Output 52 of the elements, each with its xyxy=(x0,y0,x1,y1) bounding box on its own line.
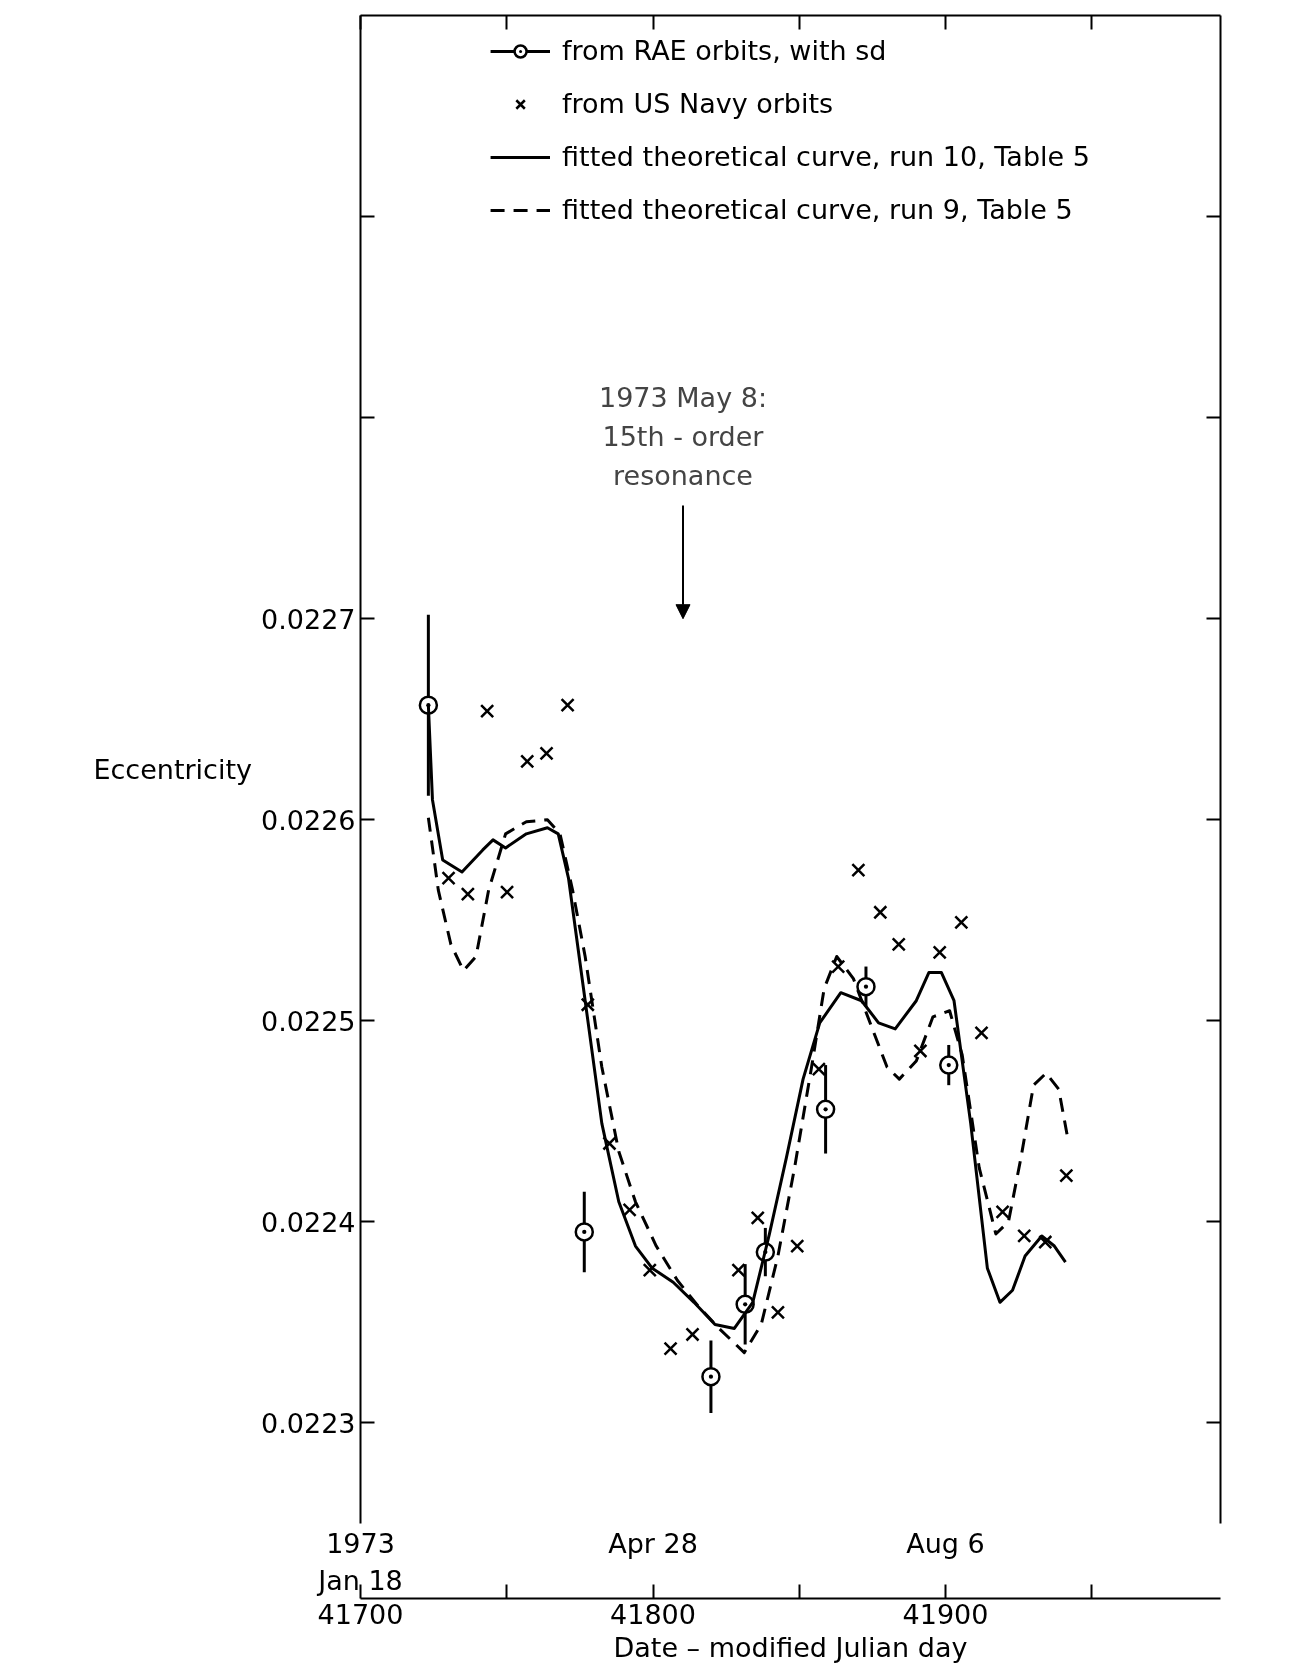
point xyxy=(851,862,866,878)
point xyxy=(1038,1234,1053,1250)
point xyxy=(539,746,554,761)
point xyxy=(815,1099,836,1120)
point xyxy=(811,1061,827,1077)
point xyxy=(663,1341,678,1356)
point xyxy=(479,703,495,719)
x-axis-title: Date – modified Julian day xyxy=(613,1631,968,1663)
legend-label: fitted theoretical curve, run 9, Table 5 xyxy=(562,194,1073,225)
point xyxy=(873,905,888,920)
point xyxy=(770,1305,786,1320)
x2-tick-label: 1973 Jan 18 xyxy=(316,1527,403,1596)
point xyxy=(954,915,969,930)
point xyxy=(856,976,876,997)
point xyxy=(789,1238,805,1254)
legend-label: from US Navy orbits xyxy=(562,88,834,119)
point xyxy=(622,1202,637,1218)
point xyxy=(602,1136,617,1151)
y-tick-label: 0.0224 xyxy=(261,1206,356,1238)
point xyxy=(580,997,596,1013)
x-tick-label: 41700 xyxy=(317,1598,404,1630)
point xyxy=(830,959,846,974)
y-tick-label: 0.0226 xyxy=(261,804,356,836)
point xyxy=(1016,1228,1032,1244)
point xyxy=(1059,1168,1074,1183)
x-tick-label: 41900 xyxy=(902,1598,989,1630)
point xyxy=(913,1043,928,1059)
point xyxy=(642,1262,658,1278)
x-tick-label: 41800 xyxy=(610,1598,696,1630)
point xyxy=(685,1327,700,1342)
point xyxy=(974,1025,989,1041)
x2-tick-label: Aug 6 xyxy=(906,1527,985,1559)
point xyxy=(560,697,575,713)
legend-label: from RAE orbits, with sd xyxy=(562,35,887,66)
y-tick-label: 0.0227 xyxy=(261,603,356,635)
point xyxy=(939,1055,959,1075)
point xyxy=(932,945,947,960)
y-tick-label: 0.0223 xyxy=(261,1407,356,1439)
point xyxy=(891,937,906,952)
point xyxy=(519,754,535,769)
y-axis-title: Eccentricity xyxy=(93,754,253,785)
point xyxy=(499,884,515,900)
point xyxy=(731,1262,746,1278)
point xyxy=(441,870,456,886)
annotation: 1973 May 8: 15th - order resonance xyxy=(599,382,767,491)
point xyxy=(701,1366,721,1387)
legend-label: fitted theoretical curve, run 10, Table 5 xyxy=(562,141,1090,172)
y-tick-label: 0.0225 xyxy=(261,1005,356,1037)
x2-tick-label: Apr 28 xyxy=(608,1527,698,1559)
point xyxy=(995,1204,1010,1220)
point xyxy=(460,886,476,902)
point xyxy=(574,1222,595,1242)
